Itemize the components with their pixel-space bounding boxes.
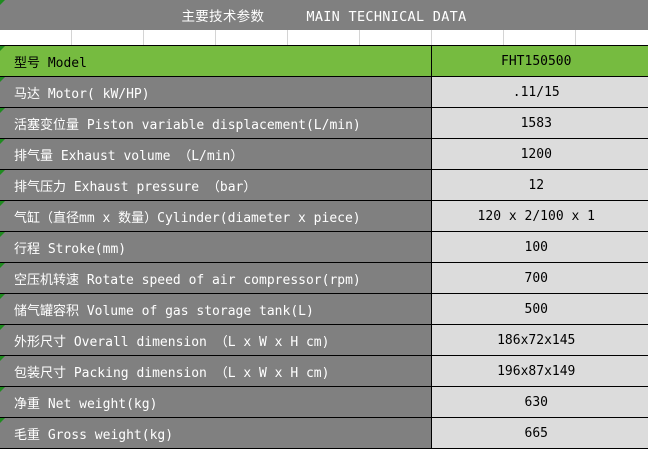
spec-label-text: 马达 Motor( kW/HP)	[14, 86, 150, 102]
spec-label-text: 气缸（直径mm x 数量）Cylinder(diameter x piece)	[14, 210, 361, 226]
spec-label-text: 型号 Model	[14, 55, 87, 71]
table-row: 马达 Motor( kW/HP) .11/15	[0, 76, 648, 108]
spec-label-text: 空压机转速 Rotate speed of air compressor(rpm…	[14, 272, 361, 288]
spec-value-text: 500	[524, 301, 548, 317]
spec-value-text: 1583	[520, 115, 552, 131]
spec-value-text: 630	[524, 394, 548, 410]
comment-marker-icon	[0, 139, 5, 144]
spec-value-text: 12	[528, 177, 545, 193]
spec-value-cell[interactable]: 630	[431, 386, 648, 418]
spec-label-cell[interactable]: 净重 Net weight(kg)	[0, 386, 432, 418]
table-row: 型号 Model FHT150500	[0, 45, 648, 77]
spec-value-cell[interactable]: 120 x 2/100 x 1	[431, 200, 648, 232]
spec-value-cell[interactable]: 196x87x149	[431, 355, 648, 387]
spec-label-cell[interactable]: 包装尺寸 Packing dimension （L x W x H cm)	[0, 355, 432, 387]
comment-marker-icon	[0, 201, 5, 206]
spec-label-cell[interactable]: 行程 Stroke(mm)	[0, 231, 432, 263]
spec-value-cell[interactable]: 700	[431, 262, 648, 294]
comment-marker-icon	[0, 325, 5, 330]
spec-value-cell[interactable]: 1583	[431, 107, 648, 139]
table-row: 储气罐容积 Volume of gas storage tank(L) 500	[0, 293, 648, 325]
spec-label-text: 活塞变位量 Piston variable displacement(L/min…	[14, 117, 361, 133]
spec-label-text: 净重 Net weight(kg)	[14, 396, 158, 412]
spec-label-cell[interactable]: 排气量 Exhaust volume （L/min）	[0, 138, 432, 170]
comment-marker-icon	[0, 232, 5, 237]
spec-value-text: 665	[524, 425, 548, 441]
comment-marker-icon	[0, 0, 5, 5]
grid-cell[interactable]	[144, 30, 216, 45]
technical-data-table: 型号 Model FHT150500 马达 Motor( kW/HP) .11/15 活…	[0, 45, 648, 449]
spec-value-cell[interactable]: 12	[431, 169, 648, 201]
spec-label-cell[interactable]: 排气压力 Exhaust pressure （bar）	[0, 169, 432, 201]
spec-value-cell[interactable]: .11/15	[431, 76, 648, 108]
comment-marker-icon	[0, 418, 5, 423]
spec-value-cell[interactable]: 100	[431, 231, 648, 263]
comment-marker-icon	[0, 387, 5, 392]
spec-label-text: 行程 Stroke(mm)	[14, 241, 127, 257]
table-row: 包装尺寸 Packing dimension （L x W x H cm) 196…	[0, 355, 648, 387]
spec-label-cell[interactable]: 毛重 Gross weight(kg)	[0, 417, 432, 449]
spec-label-cell[interactable]: 储气罐容积 Volume of gas storage tank(L)	[0, 293, 432, 325]
table-row: 净重 Net weight(kg) 630	[0, 386, 648, 418]
grid-cell[interactable]	[72, 30, 144, 45]
spec-value-cell[interactable]: 500	[431, 293, 648, 325]
spec-label-text: 包装尺寸 Packing dimension （L x W x H cm)	[14, 365, 330, 381]
table-row: 空压机转速 Rotate speed of air compressor(rpm…	[0, 262, 648, 294]
spec-label-cell[interactable]: 型号 Model	[0, 45, 432, 77]
spec-value-cell[interactable]: 665	[431, 417, 648, 449]
spec-value-text: 1200	[520, 146, 552, 162]
spec-label-text: 毛重 Gross weight(kg)	[14, 427, 174, 443]
grid-cell[interactable]	[0, 30, 72, 45]
table-row: 外形尺寸 Overall dimension （L x W x H cm) 186…	[0, 324, 648, 356]
table-row: 气缸（直径mm x 数量）Cylinder(diameter x piece) 1…	[0, 200, 648, 232]
spec-value-cell[interactable]: FHT150500	[431, 45, 648, 77]
table-row: 毛重 Gross weight(kg) 665	[0, 417, 648, 449]
spec-label-text: 排气量 Exhaust volume （L/min）	[14, 148, 244, 164]
grid-cell[interactable]	[432, 30, 504, 45]
spec-label-cell[interactable]: 外形尺寸 Overall dimension （L x W x H cm)	[0, 324, 432, 356]
spec-value-text: .11/15	[512, 84, 560, 100]
page-title: 主要技术参数 MAIN TECHNICAL DATA	[0, 0, 648, 30]
comment-marker-icon	[0, 294, 5, 299]
grid-cell[interactable]	[504, 30, 576, 45]
comment-marker-icon	[0, 356, 5, 361]
spec-value-cell[interactable]: 1200	[431, 138, 648, 170]
spec-value-text: 700	[524, 270, 548, 286]
spec-label-text: 排气压力 Exhaust pressure （bar）	[14, 179, 257, 195]
spec-value-text: FHT150500	[501, 53, 572, 69]
spec-label-cell[interactable]: 马达 Motor( kW/HP)	[0, 76, 432, 108]
table-row: 行程 Stroke(mm) 100	[0, 231, 648, 263]
grid-cell[interactable]	[216, 30, 288, 45]
spec-label-cell[interactable]: 气缸（直径mm x 数量）Cylinder(diameter x piece)	[0, 200, 432, 232]
grid-cell[interactable]	[360, 30, 432, 45]
table-row: 活塞变位量 Piston variable displacement(L/min…	[0, 107, 648, 139]
comment-marker-icon	[0, 170, 5, 175]
spec-value-text: 196x87x149	[497, 363, 576, 379]
grid-cell[interactable]	[576, 30, 648, 45]
page-title-text: 主要技术参数 MAIN TECHNICAL DATA	[181, 9, 467, 25]
table-row: 排气压力 Exhaust pressure （bar） 12	[0, 169, 648, 201]
grid-cell[interactable]	[288, 30, 360, 45]
empty-grid-row	[0, 30, 648, 45]
comment-marker-icon	[0, 77, 5, 82]
spec-value-cell[interactable]: 186x72x145	[431, 324, 648, 356]
spec-value-text: 186x72x145	[497, 332, 576, 348]
spec-value-text: 100	[524, 239, 548, 255]
comment-marker-icon	[0, 108, 5, 113]
comment-marker-icon	[0, 263, 5, 268]
spec-label-cell[interactable]: 活塞变位量 Piston variable displacement(L/min…	[0, 107, 432, 139]
comment-marker-icon	[0, 46, 5, 51]
table-row: 排气量 Exhaust volume （L/min） 1200	[0, 138, 648, 170]
spec-value-text: 120 x 2/100 x 1	[477, 208, 595, 224]
spec-label-text: 储气罐容积 Volume of gas storage tank(L)	[14, 303, 314, 319]
spec-label-text: 外形尺寸 Overall dimension （L x W x H cm)	[14, 334, 330, 350]
spec-label-cell[interactable]: 空压机转速 Rotate speed of air compressor(rpm…	[0, 262, 432, 294]
